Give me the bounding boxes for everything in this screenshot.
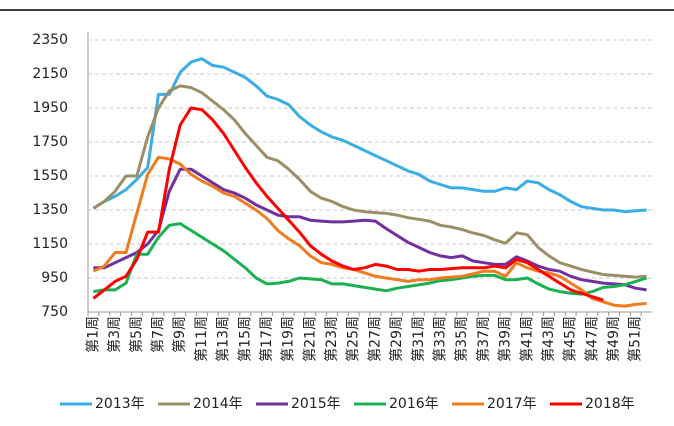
y-tick-label: 950 <box>41 270 68 286</box>
legend-label: 2016年 <box>389 396 439 412</box>
series-line <box>92 106 604 302</box>
x-tick-label: 第33周 <box>432 316 449 362</box>
y-tick-label: 1750 <box>32 134 68 150</box>
x-tick-label: 第35周 <box>453 316 470 362</box>
x-tick-label: 第7周 <box>150 316 167 353</box>
x-tick-label: 第3周 <box>106 316 123 353</box>
x-tick-label: 第15周 <box>236 316 253 362</box>
y-tick-label: 1150 <box>32 236 68 252</box>
x-tick-label: 第31周 <box>410 316 427 362</box>
series-line <box>92 57 647 214</box>
x-tick-label: 第39周 <box>497 316 514 362</box>
x-tick-label: 第51周 <box>627 316 644 362</box>
x-tick-label: 第21周 <box>301 316 318 362</box>
x-tick-label: 第9周 <box>171 316 188 353</box>
series-line <box>93 167 647 292</box>
x-tick-label: 第19周 <box>280 316 297 362</box>
x-tick-label: 第49周 <box>605 316 622 362</box>
x-tick-label: 第13周 <box>215 316 232 362</box>
y-tick-label: 2150 <box>32 66 68 82</box>
x-tick-label: 第17周 <box>258 316 275 362</box>
series-line <box>92 155 647 308</box>
x-tick-label: 第27周 <box>366 316 383 362</box>
y-tick-label: 750 <box>41 304 68 320</box>
series-line <box>93 222 648 296</box>
x-tick-label: 第45周 <box>562 316 579 362</box>
x-tick-label: 第23周 <box>323 316 340 362</box>
legend-label: 2015年 <box>291 396 341 412</box>
legend-label: 2013年 <box>95 396 145 412</box>
x-tick-label: 第25周 <box>345 316 362 362</box>
x-tick-label: 第47周 <box>583 316 600 362</box>
x-tick-label: 第29周 <box>388 316 405 362</box>
legend-label: 2018年 <box>585 396 635 412</box>
x-tick-label: 第5周 <box>128 316 145 353</box>
y-tick-label: 1950 <box>32 100 68 116</box>
y-tick-label: 1350 <box>32 202 68 218</box>
x-tick-label: 第43周 <box>540 316 557 362</box>
y-tick-label: 1550 <box>32 168 68 184</box>
series-line <box>92 84 647 279</box>
x-tick-label: 第41周 <box>518 316 535 362</box>
x-tick-label: 第1周 <box>84 316 101 353</box>
y-tick-label: 2350 <box>32 32 68 48</box>
x-tick-label: 第11周 <box>193 316 210 362</box>
legend-label: 2017年 <box>487 396 537 412</box>
x-tick-label: 第37周 <box>475 316 492 362</box>
legend-label: 2014年 <box>193 396 243 412</box>
